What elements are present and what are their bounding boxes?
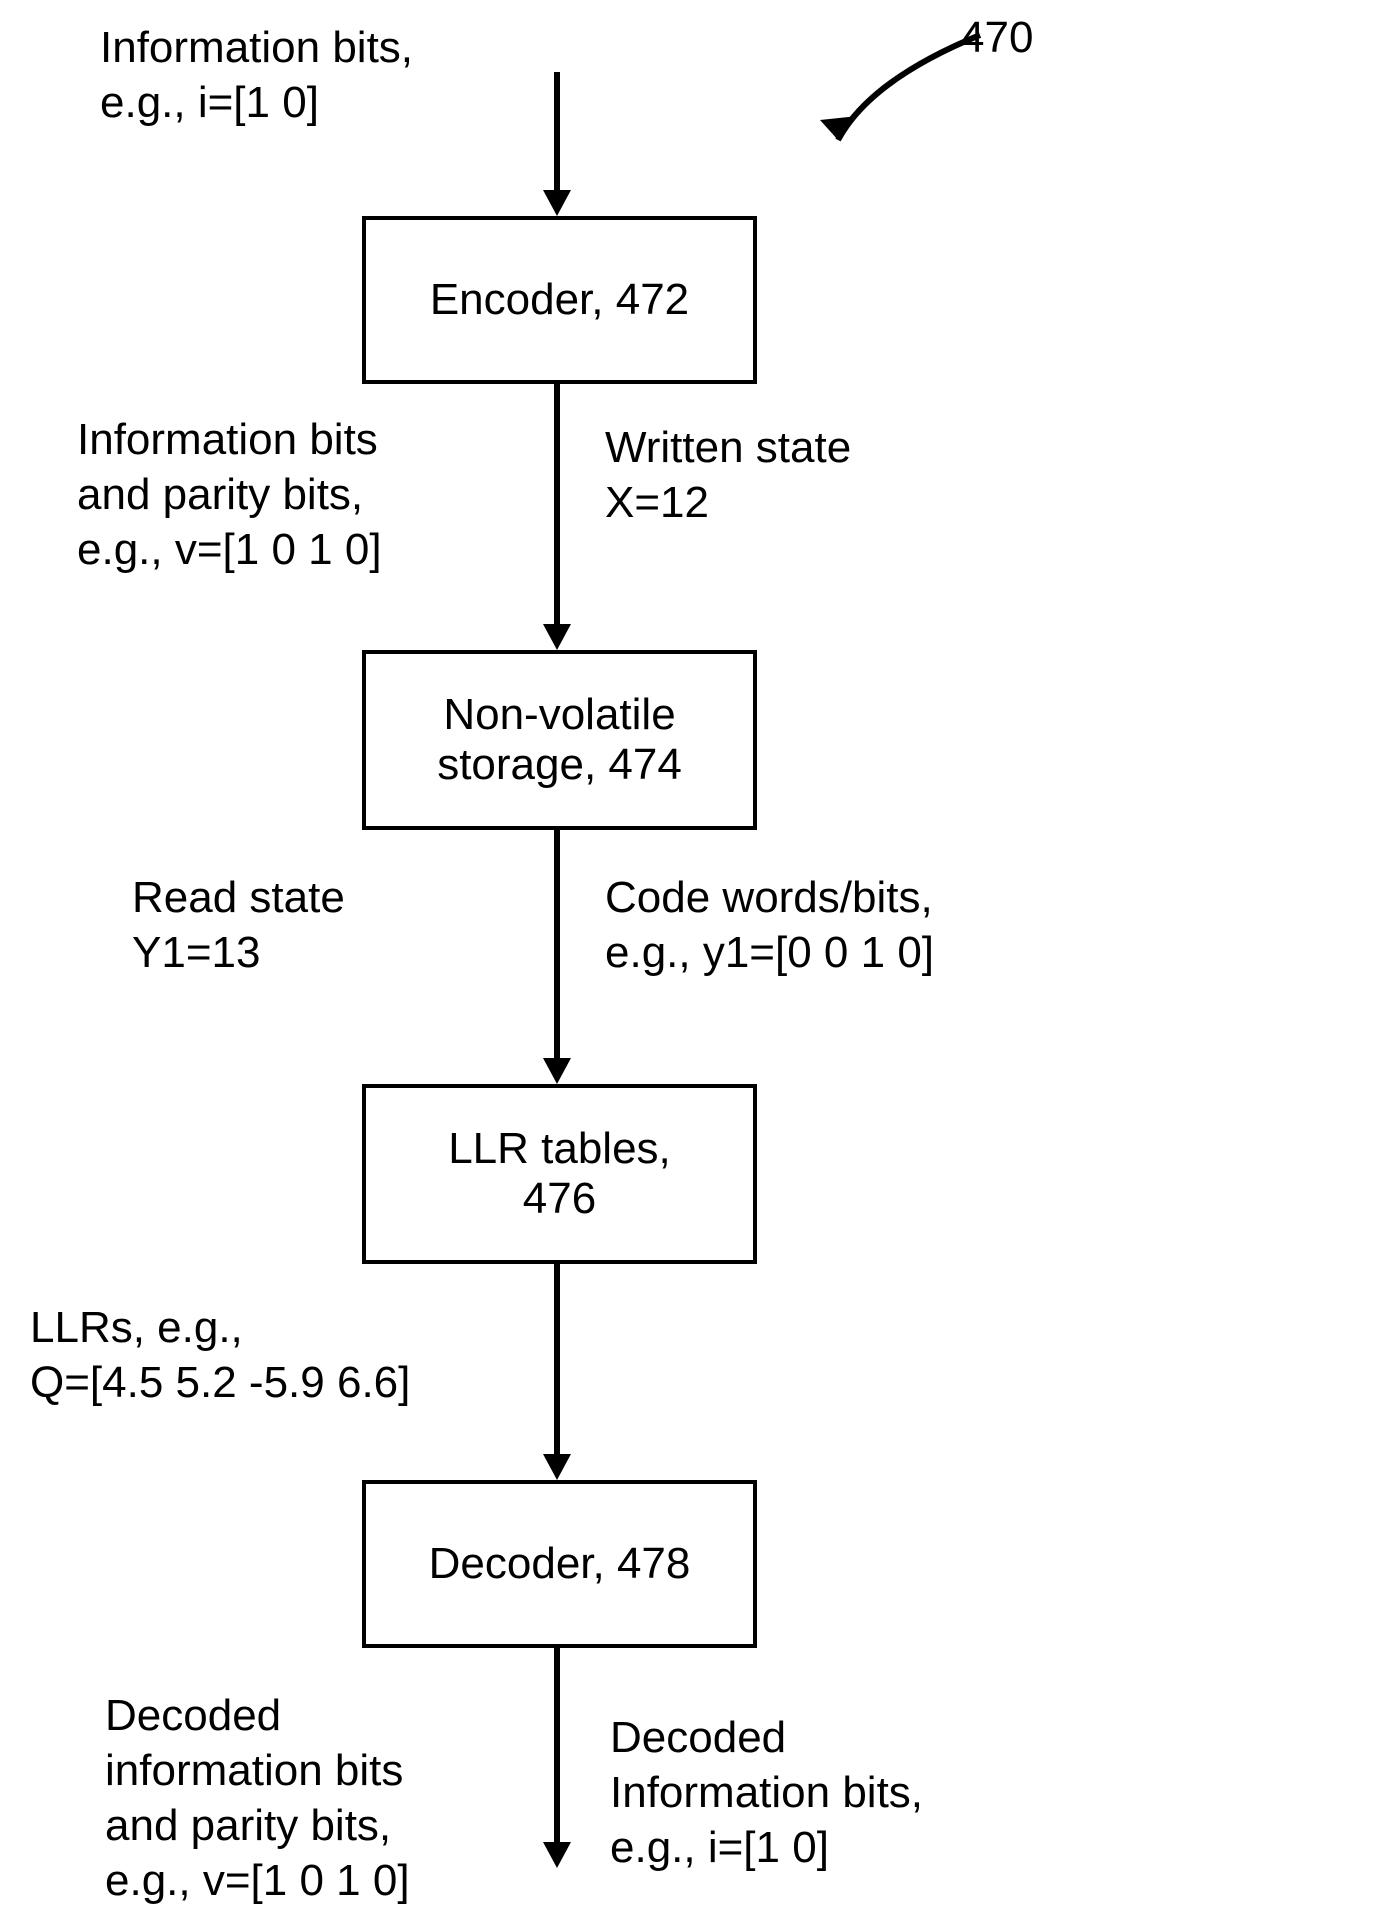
arrowhead-storage-to-llr: [543, 1058, 571, 1084]
label-dec-info: Decoded Information bits, e.g., i=[1 0]: [610, 1710, 923, 1875]
label-written: Written state X=12: [605, 420, 851, 530]
arrow-decoder-to-out: [554, 1648, 560, 1844]
label-ibits-lp: Information bits and parity bits, e.g., …: [77, 412, 382, 577]
arrowhead-llr-to-decoder: [543, 1454, 571, 1480]
label-llrs: LLRs, e.g., Q=[4.5 5.2 -5.9 6.6]: [30, 1300, 410, 1410]
node-encoder: Encoder, 472: [362, 216, 757, 384]
arrow-llr-to-decoder: [554, 1264, 560, 1456]
arrowhead-decoder-to-out: [543, 1842, 571, 1868]
arrow-in-to-encoder: [554, 72, 560, 192]
label-codewords: Code words/bits, e.g., y1=[0 0 1 0]: [605, 870, 934, 980]
label-dec-ibp: Decoded information bits and parity bits…: [105, 1688, 410, 1908]
node-llr: LLR tables, 476: [362, 1084, 757, 1264]
arrow-storage-to-llr: [554, 830, 560, 1060]
arrowhead-encoder-to-storage: [543, 624, 571, 650]
node-decoder: Decoder, 478: [362, 1480, 757, 1648]
reference-arrow: [810, 20, 1020, 170]
label-info-in: Information bits, e.g., i=[1 0]: [100, 20, 413, 130]
label-readstate: Read state Y1=13: [132, 870, 345, 980]
arrowhead-in-to-encoder: [543, 190, 571, 216]
node-storage: Non-volatile storage, 474: [362, 650, 757, 830]
arrow-encoder-to-storage: [554, 384, 560, 626]
